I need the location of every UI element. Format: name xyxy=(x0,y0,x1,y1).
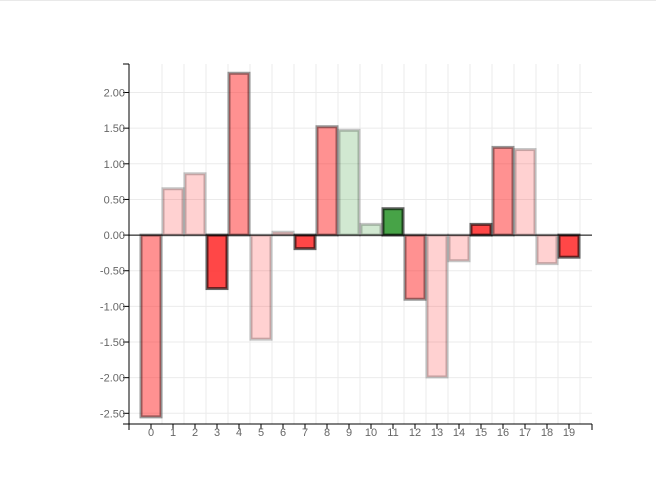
x-tick-label: 6 xyxy=(280,427,286,439)
x-tick-label: 18 xyxy=(541,427,553,439)
grid-lines xyxy=(129,64,592,424)
y-tick-label: 1.50 xyxy=(104,123,125,135)
x-tick-label: 3 xyxy=(214,427,220,439)
bar-7 xyxy=(293,233,317,251)
x-tick-label: 1 xyxy=(170,427,176,439)
y-tick-label: 1.00 xyxy=(104,159,125,171)
y-tick-label: -0.50 xyxy=(100,266,125,278)
x-tick-label: 8 xyxy=(324,427,330,439)
x-tick-label: 4 xyxy=(236,427,242,439)
x-tick-label: 11 xyxy=(387,427,398,439)
y-tick-label: 0.50 xyxy=(104,194,125,206)
x-tick-label: 19 xyxy=(563,427,575,439)
bar-1 xyxy=(161,187,185,237)
bar-12 xyxy=(403,233,427,301)
axes-group xyxy=(123,63,593,430)
y-tick-label: -2.50 xyxy=(100,408,125,420)
y-tick-label: 2.00 xyxy=(104,88,125,100)
bar-15 xyxy=(469,222,493,237)
bar-5 xyxy=(249,233,273,341)
top-divider xyxy=(0,0,656,1)
bar-2 xyxy=(183,172,207,237)
x-tick-label: 2 xyxy=(192,427,198,439)
bar-9 xyxy=(337,128,361,237)
x-tick-label: 5 xyxy=(258,427,264,439)
bar-16 xyxy=(491,145,515,237)
bar-3 xyxy=(205,233,229,291)
bar-0 xyxy=(139,233,163,419)
y-tick-label: 0.00 xyxy=(104,230,125,242)
y-axis-ticks: -2.50 -2.00 -1.50 -1.00 -0.50 0.00 0.50 1.00 1.5… xyxy=(100,88,129,420)
bar-10 xyxy=(359,222,383,237)
bar-14 xyxy=(447,233,471,263)
x-axis-ticks: 0 1 2 3 4 5 6 7 8 9 10 11 12 13 14 15 16 17 18 19 xyxy=(148,424,575,439)
y-tick-label: -1.50 xyxy=(100,337,125,349)
x-tick-label: 13 xyxy=(431,427,443,439)
y-tick-label: -2.00 xyxy=(100,373,125,385)
x-tick-label: 14 xyxy=(453,427,465,439)
bar-8 xyxy=(315,125,339,237)
y-tick-label: -1.00 xyxy=(100,301,125,313)
bar-11 xyxy=(381,207,405,237)
x-tick-label: 10 xyxy=(365,427,377,439)
bar-19 xyxy=(557,233,581,259)
x-tick-label: 9 xyxy=(346,427,352,439)
bar-4 xyxy=(227,71,251,237)
x-tick-label: 15 xyxy=(475,427,487,439)
bar-17 xyxy=(513,148,537,237)
x-tick-label: 12 xyxy=(409,427,421,439)
x-tick-label: 7 xyxy=(302,427,308,439)
x-tick-label: 17 xyxy=(519,427,531,439)
bar-13 xyxy=(425,233,449,379)
bar-18 xyxy=(535,233,559,266)
x-tick-label: 0 xyxy=(148,427,154,439)
x-tick-label: 16 xyxy=(497,427,509,439)
